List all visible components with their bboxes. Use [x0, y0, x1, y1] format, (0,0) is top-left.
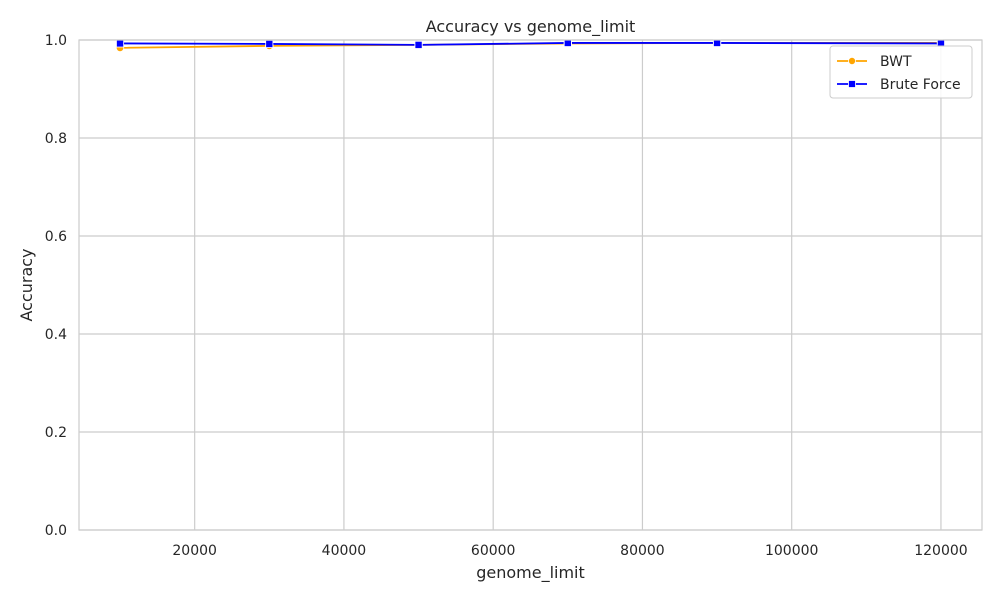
- legend-brute-force-marker: [848, 80, 856, 88]
- legend-bwt-marker: [848, 57, 857, 66]
- y-tick-label: 0.0: [45, 523, 67, 539]
- y-tick-label: 1.0: [45, 33, 67, 49]
- x-axis-label: genome_limit: [476, 563, 585, 583]
- y-tick-label: 0.4: [45, 327, 67, 343]
- data-point-brute-force: [414, 40, 423, 49]
- y-tick-label: 0.2: [45, 425, 67, 441]
- x-tick-label: 80000: [620, 543, 665, 559]
- data-point-brute-force: [713, 38, 722, 47]
- data-point-brute-force: [563, 38, 572, 47]
- data-point-brute-force: [116, 39, 125, 48]
- legend-brute-force-label: Brute Force: [880, 77, 961, 93]
- legend: BWT Brute Force: [829, 45, 973, 99]
- y-axis-label: Accuracy: [17, 248, 36, 321]
- x-tick-label: 60000: [471, 543, 516, 559]
- markers-layer: [115, 38, 946, 53]
- y-tick-label: 0.8: [45, 131, 67, 147]
- series-line-brute-force: [120, 42, 941, 46]
- data-point-brute-force: [265, 39, 274, 48]
- x-tick-label: 120000: [914, 543, 967, 559]
- legend-bwt-label: BWT: [880, 54, 912, 70]
- x-tick-label: 100000: [765, 543, 818, 559]
- plot-frame: [78, 39, 983, 531]
- x-tick-label: 40000: [322, 543, 367, 559]
- y-tick-label: 0.6: [45, 229, 67, 245]
- x-tick-label: 20000: [172, 543, 217, 559]
- lines-layer: [120, 42, 941, 49]
- x-tick-labels: 20000 40000 60000 80000 100000 120000: [172, 543, 967, 559]
- y-tick-labels: 0.0 0.2 0.4 0.6 0.8 1.0: [45, 33, 67, 539]
- legend-box: [829, 45, 973, 99]
- chart-title: Accuracy vs genome_limit: [426, 17, 636, 37]
- plot-background: [79, 40, 982, 530]
